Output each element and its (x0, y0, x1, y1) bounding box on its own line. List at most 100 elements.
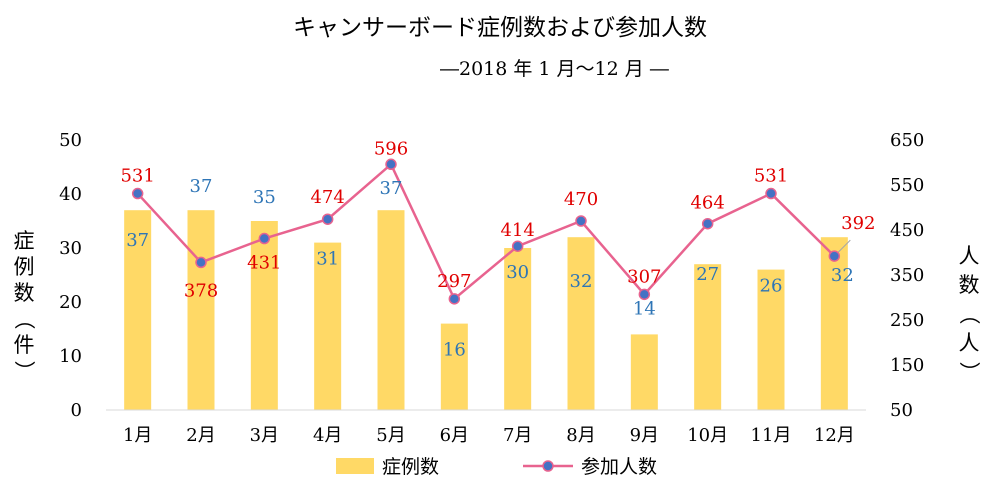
left-axis-label: 症例数 （ 件 ） (12, 229, 36, 382)
legend-line-label: 参加人数 (581, 456, 657, 478)
axis-title-char: 数 (14, 281, 35, 305)
bar-value-label: 37 (380, 178, 403, 199)
y-tick-right-label: 150 (890, 355, 924, 376)
legend-bar-swatch (336, 458, 374, 474)
right-axis-label: 人数（人） (957, 244, 981, 383)
bar-value-label: 32 (831, 265, 854, 286)
x-tick-label: 10月 (687, 425, 728, 446)
y-tick-right-label: 250 (890, 310, 924, 331)
bar-11 (757, 269, 785, 410)
x-tick-label: 1月 (123, 425, 152, 446)
y-tick-left-label: 20 (59, 292, 82, 313)
x-tick-label: 7月 (503, 425, 532, 446)
bar-value-label: 37 (190, 176, 213, 197)
line-point-11 (765, 187, 777, 200)
line-value-label: 307 (627, 266, 661, 287)
line-value-label: 378 (184, 280, 218, 301)
line-value-labels: 531 378 431 474 596 297 414 470 307 464 531 392 (120, 138, 875, 301)
bar-1 (124, 210, 152, 410)
bar-5 (377, 210, 405, 410)
axis-title-char: ） (12, 361, 36, 382)
line-value-label: 392 (841, 213, 875, 234)
line-point-8 (575, 215, 587, 227)
line-point-5 (385, 158, 397, 171)
y-tick-right-label: 350 (890, 265, 924, 286)
line-value-label: 414 (500, 220, 534, 241)
x-tick-label: 11月 (751, 425, 792, 446)
bar-9 (630, 334, 658, 410)
y-tick-right-label: 550 (890, 175, 924, 196)
x-ticks: 1月 2月 3月 4月 5月 6月 7月 8月 9月 10月 11月 12月 (123, 425, 855, 446)
line-point-7 (511, 240, 524, 252)
bar-6 (440, 323, 468, 410)
axis-title-char: 人 (959, 331, 980, 355)
bar-12 (820, 237, 848, 410)
y-tick-left-label: 50 (59, 130, 82, 151)
line-point-3 (258, 232, 271, 245)
y-ticks-left: 0 10 20 30 40 50 (59, 130, 82, 421)
bar-4 (314, 242, 342, 410)
bar-value-label: 27 (696, 264, 719, 285)
line-value-label: 531 (754, 166, 788, 187)
y-tick-left-label: 40 (59, 184, 82, 205)
participants-line (136, 162, 836, 301)
axis-title-char: （ (957, 304, 981, 325)
bar-value-label: 35 (253, 187, 276, 208)
line-value-label: 474 (310, 187, 344, 208)
line-point-12 (828, 250, 841, 262)
bar-value-label: 14 (633, 298, 656, 319)
line-value-label: 431 (247, 253, 281, 274)
bar-value-label: 30 (506, 262, 529, 283)
line-value-label: 596 (374, 138, 408, 159)
x-tick-label: 8月 (566, 425, 595, 446)
bar-value-labels: 37 37 35 31 37 16 30 32 14 27 26 32 (126, 176, 854, 360)
chart-subtitle: ―2018 年 1 月～12 月 ― (440, 58, 669, 80)
line-value-label: 470 (564, 189, 598, 210)
line-value-label: 297 (437, 271, 471, 292)
legend-bar-label: 症例数 (382, 456, 439, 478)
axis-title-char: ） (957, 362, 981, 383)
axis-title-char: 例 (14, 255, 35, 279)
bar-8 (567, 237, 595, 410)
bar-2 (187, 210, 215, 410)
line-point-1 (131, 187, 144, 200)
line-point-2 (195, 256, 207, 269)
y-tick-right-label: 650 (890, 130, 924, 151)
bar-value-label: 31 (316, 249, 339, 270)
legend-line-marker (542, 460, 554, 472)
y-tick-left-label: 0 (71, 400, 82, 421)
x-tick-label: 3月 (250, 425, 279, 446)
chart-title: キャンサーボード症例数および参加人数 (293, 15, 707, 41)
y-tick-left-label: 10 (59, 346, 82, 367)
legend: 症例数 参加人数 (336, 456, 657, 478)
bar-series (124, 210, 848, 410)
y-tick-left-label: 30 (59, 238, 82, 259)
x-tick-label: 9月 (630, 425, 659, 446)
y-tick-right-label: 450 (890, 220, 924, 241)
line-point-4 (321, 213, 334, 225)
line-point-9 (638, 288, 651, 301)
axis-title-char: 人 (959, 244, 980, 268)
axis-title-char: 症 (14, 229, 35, 253)
axis-title-char: 件 (14, 333, 35, 357)
y-tick-right-label: 50 (890, 400, 913, 421)
x-tick-label: 2月 (186, 425, 215, 446)
x-tick-label: 12月 (814, 425, 855, 446)
x-tick-label: 5月 (376, 425, 405, 446)
bar-value-label: 16 (443, 340, 466, 361)
line-value-label: 464 (690, 193, 724, 214)
line-point-6 (448, 293, 461, 305)
x-tick-label: 6月 (440, 425, 469, 446)
line-point-10 (701, 217, 714, 230)
bar-value-label: 26 (760, 276, 783, 297)
axis-title-char: 数 (959, 273, 980, 297)
label-leader-line (837, 239, 851, 253)
x-tick-label: 4月 (313, 425, 342, 446)
axis-title-char: （ (12, 309, 36, 330)
bar-10 (694, 264, 722, 410)
bar-value-label: 32 (570, 271, 593, 292)
line-value-label: 531 (120, 166, 154, 187)
bar-3 (250, 221, 278, 410)
bar-7 (504, 248, 532, 410)
